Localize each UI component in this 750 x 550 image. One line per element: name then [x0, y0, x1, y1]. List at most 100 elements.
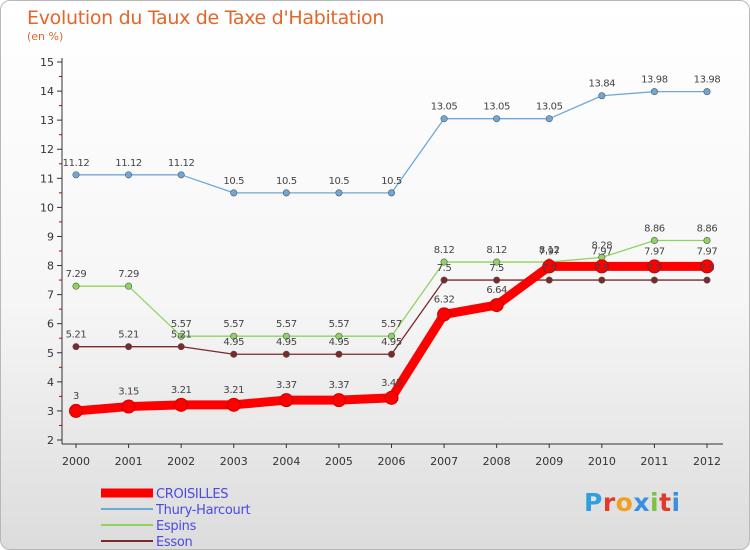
data-point [647, 259, 662, 274]
data-label: 6.32 [434, 294, 455, 305]
data-label: 11.12 [115, 158, 142, 169]
data-label: 5.57 [223, 319, 244, 330]
proxiti-logo: Proxiti [584, 488, 681, 517]
data-label: 7.5 [489, 263, 504, 274]
data-label: 3.45 [381, 378, 402, 389]
legend-label: Espins [156, 519, 197, 534]
data-point [493, 115, 501, 123]
legend-item-esson: Esson [101, 535, 193, 550]
data-point [282, 189, 290, 197]
data-point [493, 258, 501, 266]
data-label: 11.12 [63, 158, 90, 169]
y-tick-label: 3 [47, 405, 54, 418]
data-point [650, 237, 658, 245]
x-tick-label: 2001 [115, 455, 143, 468]
x-tick-label: 2003 [220, 455, 248, 468]
x-tick-label: 2000 [62, 455, 90, 468]
data-label: 5.57 [276, 319, 297, 330]
data-label: 10.5 [223, 176, 244, 187]
series-esson [72, 276, 711, 358]
data-label: 8.12 [539, 245, 560, 256]
data-point [282, 350, 290, 358]
data-label: 7.29 [66, 269, 87, 280]
x-tick-label: 2006 [378, 455, 406, 468]
data-point [125, 282, 133, 290]
data-point [703, 237, 711, 245]
data-point [226, 397, 241, 412]
x-tick-label: 2004 [272, 455, 300, 468]
y-tick-label: 4 [47, 376, 54, 389]
data-point [650, 88, 658, 96]
x-tick-label: 2011 [640, 455, 668, 468]
y-tick-label: 14 [40, 85, 54, 98]
data-point [177, 343, 185, 351]
data-point [121, 399, 136, 414]
data-point [387, 350, 395, 358]
data-point [125, 171, 133, 179]
data-point [72, 282, 80, 290]
x-tick-label: 2012 [693, 455, 721, 468]
data-label: 4.95 [276, 337, 297, 348]
data-label: 8.12 [434, 245, 455, 256]
data-point [72, 171, 80, 179]
data-point [72, 343, 80, 351]
y-tick-label: 10 [40, 201, 54, 214]
data-point [335, 189, 343, 197]
x-tick-label: 2002 [167, 455, 195, 468]
data-label: 10.5 [381, 176, 402, 187]
data-point [440, 276, 448, 284]
data-point [335, 350, 343, 358]
data-point [174, 397, 189, 412]
x-tick-label: 2005 [325, 455, 353, 468]
logo-letter: x [633, 488, 650, 517]
data-point [545, 276, 553, 284]
series-layer [69, 88, 714, 418]
data-point [282, 332, 290, 340]
data-point [700, 259, 714, 274]
data-point [335, 332, 343, 340]
data-label: 5.57 [171, 319, 192, 330]
data-point [703, 276, 711, 284]
data-label: 8.12 [486, 245, 507, 256]
legend-label: CROISILLES [156, 487, 228, 502]
data-label: 11.12 [168, 158, 195, 169]
x-tick-label: 2010 [588, 455, 616, 468]
data-label: 5.57 [381, 319, 402, 330]
x-tick-label: 2009 [535, 455, 563, 468]
chart-title: Evolution du Taux de Taxe d'Habitation [27, 7, 385, 29]
data-label: 5.21 [171, 330, 192, 341]
data-label: 8.86 [697, 224, 718, 235]
chart-unit: (en %) [27, 30, 64, 43]
y-tick-label: 15 [40, 56, 54, 69]
logo-letter: i [650, 488, 660, 517]
data-label: 5.57 [329, 319, 350, 330]
y-tick-label: 12 [40, 143, 54, 156]
legend-label: Esson [156, 535, 193, 550]
series-croisilles [69, 259, 714, 418]
y-tick-label: 11 [40, 172, 54, 185]
data-point [177, 171, 185, 179]
data-point [387, 189, 395, 197]
data-point [440, 258, 448, 266]
data-point [598, 276, 606, 284]
data-label: 7.29 [118, 269, 139, 280]
legend-item-espins: Espins [101, 519, 197, 534]
y-tick-label: 13 [40, 114, 54, 127]
data-label: 3.21 [223, 385, 244, 396]
y-tick-label: 5 [47, 347, 54, 360]
y-tick-label: 2 [47, 434, 54, 447]
data-point [542, 259, 557, 274]
data-label: 7.97 [591, 246, 612, 257]
data-label: 8.86 [644, 224, 665, 235]
data-label: 7.97 [539, 246, 560, 257]
data-label: 13.84 [589, 79, 616, 90]
data-point [230, 189, 238, 197]
data-point [177, 332, 185, 340]
data-point [598, 92, 606, 100]
data-label: 7.5 [594, 263, 609, 274]
data-point [384, 390, 399, 405]
data-label: 13.98 [641, 75, 668, 86]
